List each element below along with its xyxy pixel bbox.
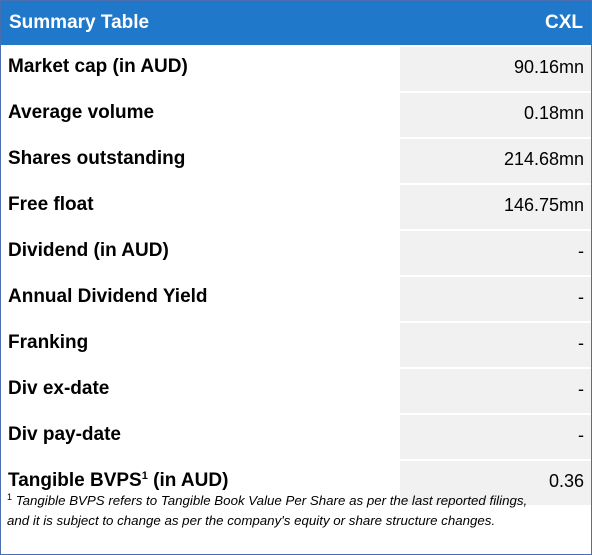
value-cell: 146.75mn <box>400 185 591 229</box>
row-value: 0.18mn <box>523 103 584 123</box>
row-value: - <box>578 379 584 399</box>
footnote-marker: 1 <box>141 470 148 482</box>
row-value: 0.36 <box>548 471 584 491</box>
row-label: Annual Dividend Yield <box>8 286 208 307</box>
row-label: Average volume <box>8 102 155 123</box>
footnote-text-1: Tangible BVPS refers to Tangible Book Va… <box>12 493 528 508</box>
value-cell: - <box>400 415 591 459</box>
value-cell: 0.18mn <box>400 93 591 137</box>
footnote: 1 Tangible BVPS refers to Tangible Book … <box>7 491 589 531</box>
value-cell: - <box>400 231 591 275</box>
table-row-annual-dividend-yield: Annual Dividend Yield - <box>1 277 591 321</box>
row-value: - <box>578 425 584 445</box>
footnote-marker: 1 <box>7 492 13 502</box>
row-label: Franking <box>8 332 89 353</box>
table-row-shares-outstanding: Shares outstanding 214.68mn <box>1 139 591 183</box>
row-value: - <box>578 287 584 307</box>
row-label: Div ex-date <box>8 378 110 399</box>
row-label: Market cap (in AUD) <box>8 56 188 77</box>
row-value: 146.75mn <box>503 195 584 215</box>
table-row-dividend: Dividend (in AUD) - <box>1 231 591 275</box>
row-label: Tangible BVPS1 (in AUD) <box>8 470 228 492</box>
table-row-div-ex-date: Div ex-date - <box>1 369 591 413</box>
table-title: Summary Table <box>9 12 150 33</box>
table-row-market-cap: Market cap (in AUD) 90.16mn <box>1 47 591 91</box>
row-value: 214.68mn <box>503 149 584 169</box>
table-row-div-pay-date: Div pay-date - <box>1 415 591 459</box>
table-row-franking: Franking - <box>1 323 591 367</box>
value-cell: 0.36 <box>400 461 591 505</box>
footnote-line-2: and it is subject to change as per the c… <box>7 513 496 528</box>
value-cell: - <box>400 277 591 321</box>
table-row-tangible-bvps: Tangible BVPS1 (in AUD) 0.36 <box>1 461 591 505</box>
row-label-suffix: (in AUD) <box>147 470 229 491</box>
value-cell: - <box>400 323 591 367</box>
row-value: - <box>578 241 584 261</box>
row-value: - <box>578 333 584 353</box>
row-label: Free float <box>8 194 94 215</box>
ticker-symbol: CXL <box>545 12 583 33</box>
value-cell: 90.16mn <box>400 47 591 91</box>
row-label: Shares outstanding <box>8 148 186 169</box>
row-label-main: Tangible BVPS <box>8 470 142 491</box>
footnote-line-1: 1 Tangible BVPS refers to Tangible Book … <box>7 491 589 511</box>
table-row-free-float: Free float 146.75mn <box>1 185 591 229</box>
row-label: Dividend (in AUD) <box>8 240 169 261</box>
table-header: Summary Table CXL <box>1 1 591 45</box>
row-value: 90.16mn <box>513 57 584 77</box>
value-cell: - <box>400 369 591 413</box>
table-row-average-volume: Average volume 0.18mn <box>1 93 591 137</box>
row-label: Div pay-date <box>8 424 121 445</box>
value-cell: 214.68mn <box>400 139 591 183</box>
